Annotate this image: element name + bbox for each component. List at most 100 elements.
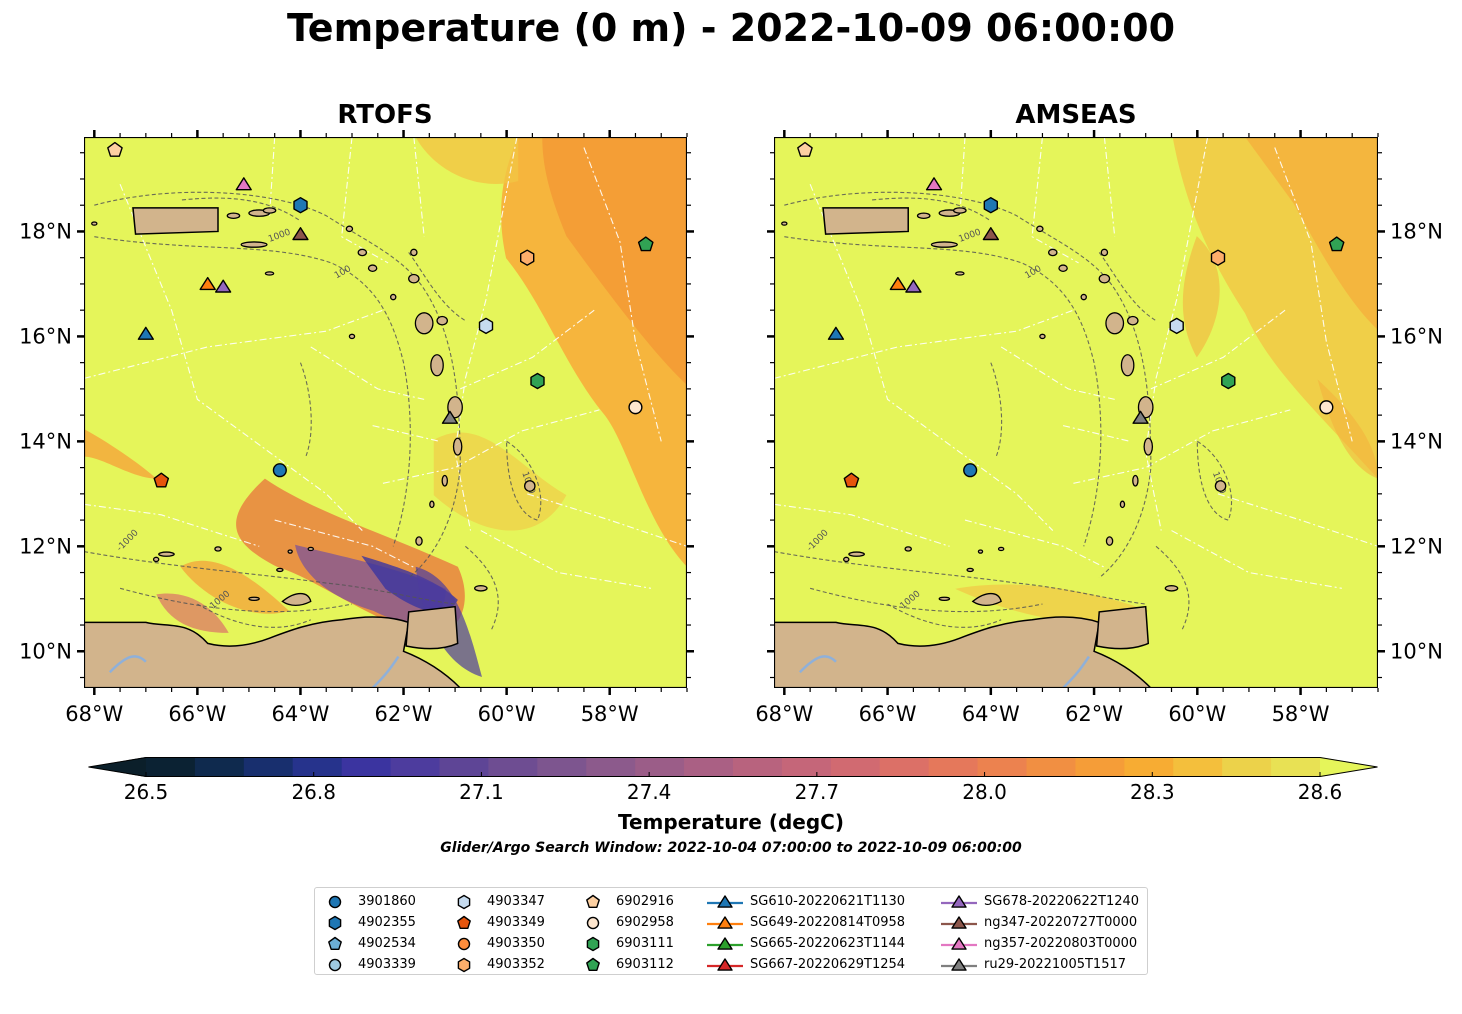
platform-marker: [199, 276, 216, 291]
lat-tick-label: 18°N: [19, 219, 72, 243]
lon-tick-label: 66°W: [168, 702, 226, 726]
legend-marker: [328, 958, 342, 972]
triangle-marker-icon: [707, 895, 743, 908]
colorbar-extend-high: [1320, 757, 1378, 777]
platform-marker: [153, 472, 170, 488]
legend-label: 4903349: [487, 915, 545, 930]
platform-marker: [530, 372, 545, 390]
platform-marker: [905, 279, 922, 293]
platform-marker: [843, 472, 860, 488]
colorbar-swatch: [146, 757, 196, 777]
map-axes: 68°W 66°W 64°W 62°W 60°W 58°W 10°N 12°N 14°N 16°N…: [19, 130, 1443, 726]
venezuela-landmass: [774, 616, 1152, 688]
figure-title: Temperature (0 m) - 2022-10-09 06:00:00: [286, 6, 1176, 50]
colorbar-swatch: [1173, 757, 1223, 777]
lat-tick-label: 18°N: [1390, 219, 1443, 243]
colorbar-swatch: [243, 757, 294, 777]
legend-label: ng357-20220803T0000: [984, 936, 1138, 951]
legend-label: 4902355: [358, 915, 416, 930]
trinidad-island: [405, 605, 459, 650]
colorbar-tick-label: 27.4: [626, 780, 672, 804]
colorbar-swatch: [781, 757, 832, 777]
legend-marker: [328, 936, 342, 951]
legend-label: 3901860: [358, 894, 416, 909]
colorbar-swatch: [1124, 757, 1174, 777]
lon-tick-label: 62°W: [375, 702, 433, 726]
lat-tick-label: 16°N: [19, 324, 72, 348]
platform-marker: [1210, 249, 1226, 266]
hexagon-marker-icon: [586, 936, 600, 952]
legend-label: 6902916: [616, 894, 674, 909]
lon-tick-label: 58°W: [1272, 702, 1330, 726]
colorbar-swatch: [1075, 757, 1125, 777]
pentagon-marker-icon: [586, 894, 600, 909]
trinidad-island: [1095, 605, 1150, 650]
platform-marker: [292, 226, 309, 241]
platform-marker: [272, 463, 287, 478]
circle-marker-icon: [328, 958, 342, 972]
colorbar-swatch: [733, 757, 783, 777]
platform-marker: [520, 249, 535, 266]
search-window-caption: Glider/Argo Search Window: 2022-10-04 07…: [440, 840, 1022, 856]
legend-label: SG610-20220621T1130: [750, 894, 906, 909]
legend-marker: [586, 894, 600, 909]
pentagon-marker-icon: [457, 915, 471, 930]
triangle-marker-icon: [941, 895, 977, 908]
platform-marker: [889, 276, 907, 291]
colorbar-label: Temperature (degC): [618, 810, 844, 834]
platform-marker: [235, 177, 252, 191]
platform-marker: [983, 197, 999, 214]
lon-tick-label: 58°W: [581, 702, 639, 726]
platform-marker: [478, 317, 494, 335]
hexagon-marker-icon: [328, 915, 342, 931]
legend-label: ng347-20220727T0000: [984, 915, 1138, 930]
platform-marker: [982, 226, 1000, 241]
colorbar-swatch: [1222, 757, 1272, 777]
legend-label: 4903352: [487, 957, 545, 972]
colorbar: [88, 757, 1378, 777]
hexagon-marker-icon: [457, 894, 471, 910]
legend-label: 4903339: [358, 957, 416, 972]
lon-tick-label: 60°W: [1168, 702, 1226, 726]
pentagon-marker-icon: [328, 936, 342, 951]
colorbar-swatch: [830, 757, 881, 777]
hexagon-marker-icon: [457, 957, 471, 973]
lat-tick-label: 16°N: [1390, 324, 1443, 348]
lon-tick-label: 60°W: [478, 702, 536, 726]
lon-tick-label: 64°W: [271, 702, 329, 726]
legend-label: 4902534: [358, 936, 416, 951]
platform-marker: [628, 400, 643, 415]
legend-marker: [457, 937, 471, 951]
lat-tick-label: 14°N: [1390, 429, 1443, 453]
colorbar-swatch: [292, 757, 343, 777]
lon-tick-label: 64°W: [962, 702, 1020, 726]
platform-marker: [1169, 317, 1184, 335]
panel-title-amseas: AMSEAS: [1015, 100, 1137, 130]
legend-label: SG667-20220629T1254: [750, 957, 906, 972]
legend-marker: [717, 895, 733, 908]
colorbar-tick-label: 27.1: [459, 780, 504, 804]
legend-marker: [586, 916, 600, 930]
lat-tick-label: 12°N: [19, 534, 72, 558]
bathymetry-contour: [94, 191, 461, 579]
legend-label: 6902958: [616, 915, 674, 930]
colorbar-tick-label: 27.7: [794, 780, 840, 804]
legend-marker: [586, 957, 600, 972]
colorbar-swatch: [439, 757, 490, 777]
circle-marker-icon: [457, 937, 471, 951]
platform-marker: [797, 141, 813, 157]
legend-label: SG678-20220622T1240: [984, 894, 1140, 909]
legend-marker: [951, 916, 967, 929]
legend-marker: [457, 915, 471, 930]
legend-marker: [717, 916, 733, 929]
colorbar-swatch: [537, 757, 587, 777]
lon-tick-label: 66°W: [859, 702, 917, 726]
legend-marker: [457, 957, 471, 973]
triangle-marker-icon: [707, 916, 743, 929]
triangle-marker-icon: [941, 916, 977, 929]
lat-tick-label: 14°N: [19, 429, 72, 453]
eez-boundary: [119, 184, 363, 531]
circle-marker-icon: [328, 895, 342, 909]
